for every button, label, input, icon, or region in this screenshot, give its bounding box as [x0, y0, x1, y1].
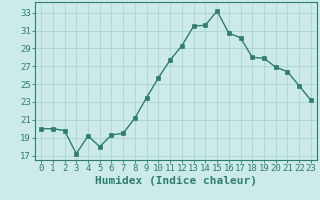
X-axis label: Humidex (Indice chaleur): Humidex (Indice chaleur)	[95, 176, 257, 186]
